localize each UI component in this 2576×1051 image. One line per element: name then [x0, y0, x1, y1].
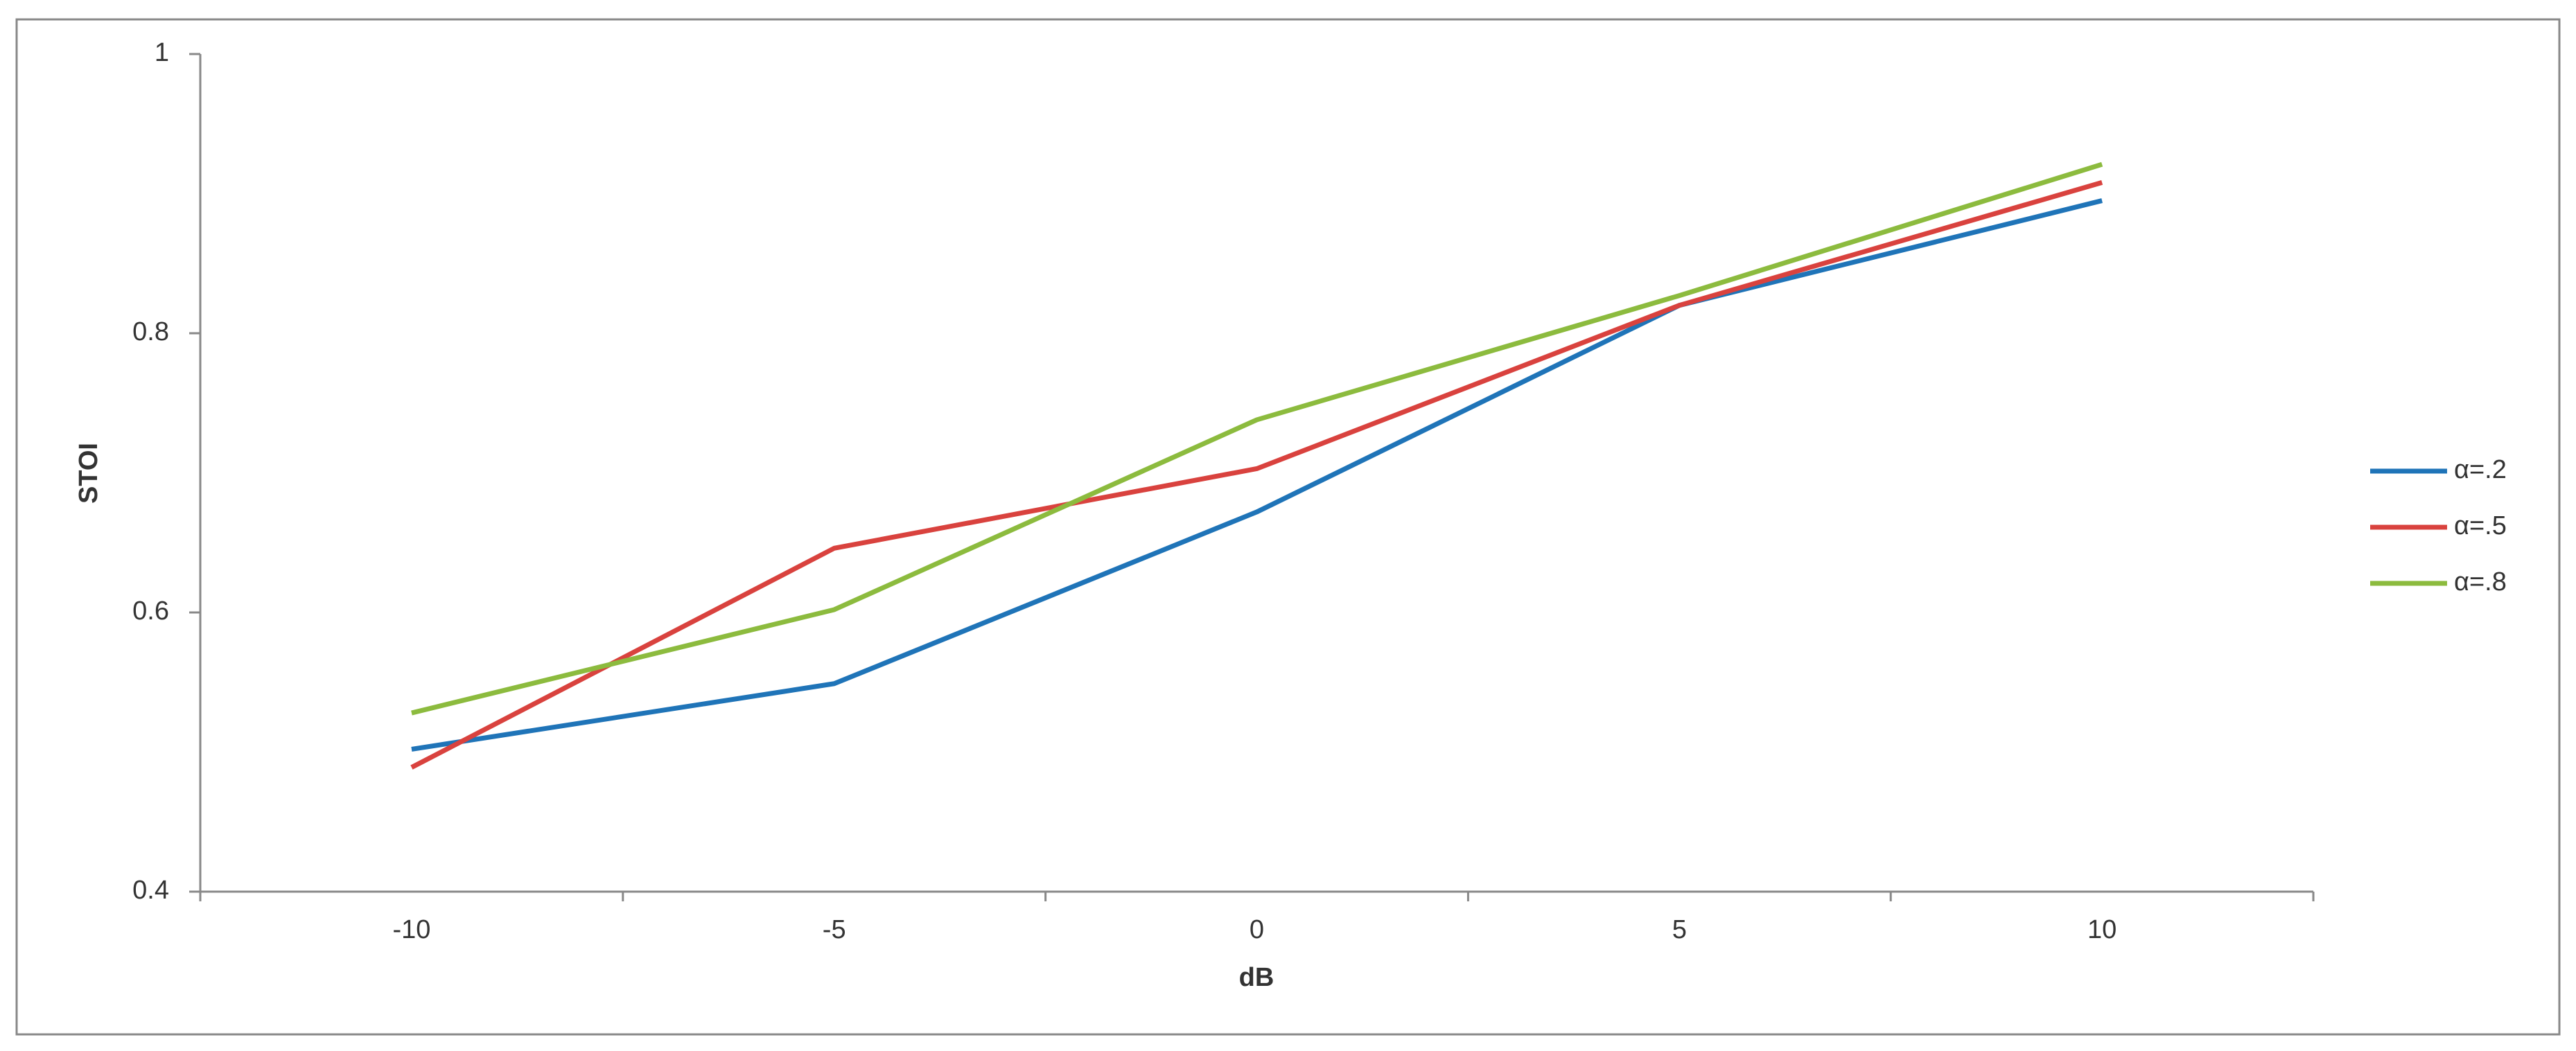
x-axis-title: dB: [1239, 963, 1274, 992]
legend-label: α=.8: [2454, 567, 2507, 597]
series-line: [410, 180, 2103, 770]
chart-border: [15, 18, 2561, 1036]
x-tick-label: 0: [1250, 915, 1264, 944]
x-tick-label: -5: [823, 915, 846, 944]
x-tick-label: 5: [1672, 915, 1687, 944]
legend-label: α=.2: [2454, 455, 2507, 484]
x-tick-label: -10: [392, 915, 430, 944]
series-line: [411, 161, 2103, 716]
series-line: [411, 198, 2103, 752]
y-tick-label: 1: [155, 38, 169, 67]
x-tick-label: 10: [2087, 915, 2117, 944]
legend-label: α=.5: [2454, 511, 2507, 540]
y-tick-label: 0.4: [132, 876, 169, 905]
y-tick-label: 0.6: [132, 597, 169, 626]
y-axis-title: STOI: [74, 443, 103, 504]
y-tick-label: 0.8: [132, 317, 169, 346]
